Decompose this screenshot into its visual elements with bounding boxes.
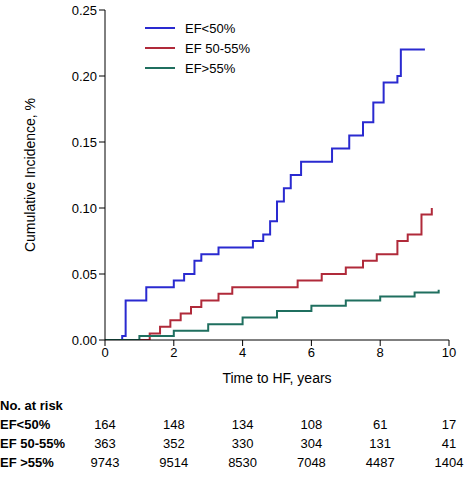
html-text:148: 148 [162, 417, 185, 432]
html-text:9514: 9514 [159, 455, 189, 470]
html-text:352: 352 [162, 436, 185, 451]
html-text:EF<50%: EF<50% [0, 417, 51, 432]
html-text:1404: 1404 [434, 455, 464, 470]
html-text:131: 131 [369, 436, 391, 451]
html-text:EF<50%: EF<50% [185, 20, 236, 36]
svg-text:2: 2 [170, 345, 177, 360]
html-text:7048: 7048 [296, 455, 326, 470]
svg-text:6: 6 [308, 345, 315, 360]
html-text:9743: 9743 [90, 455, 120, 470]
html-text:61: 61 [373, 417, 388, 432]
html-text:164: 164 [94, 417, 116, 432]
html-text:330: 330 [231, 436, 254, 451]
svg-text:0.00: 0.00 [72, 333, 97, 348]
html-text:4487: 4487 [365, 455, 395, 470]
html-text:8530: 8530 [228, 455, 257, 470]
html-text:304: 304 [300, 436, 323, 451]
svg-text:0.10: 0.10 [72, 201, 97, 216]
svg-text:0.20: 0.20 [72, 69, 97, 84]
svg-text:Cumulative Incidence, %: Cumulative Incidence, % [22, 98, 38, 252]
svg-text:0.05: 0.05 [72, 267, 97, 282]
html-text:134: 134 [231, 417, 254, 432]
svg-text:4: 4 [239, 345, 246, 360]
svg-text:0: 0 [101, 345, 108, 360]
svg-text:0.25: 0.25 [72, 3, 97, 18]
html-text:17: 17 [441, 417, 457, 432]
html-text:EF>55%: EF>55% [185, 60, 236, 76]
html-text:41: 41 [441, 436, 457, 451]
svg-text:Time to HF, years: Time to HF, years [222, 370, 331, 386]
html-text:108: 108 [300, 417, 323, 432]
svg-text:10: 10 [442, 345, 456, 360]
svg-text:8: 8 [377, 345, 384, 360]
html-text:No. at risk: No. at risk [0, 398, 63, 413]
svg-text:0.15: 0.15 [72, 135, 97, 150]
html-text:EF >55%: EF >55% [0, 455, 54, 470]
html-text:EF 50-55%: EF 50-55% [185, 40, 250, 56]
html-text:EF 50-55%: EF 50-55% [0, 436, 65, 451]
html-text:363: 363 [94, 436, 116, 451]
